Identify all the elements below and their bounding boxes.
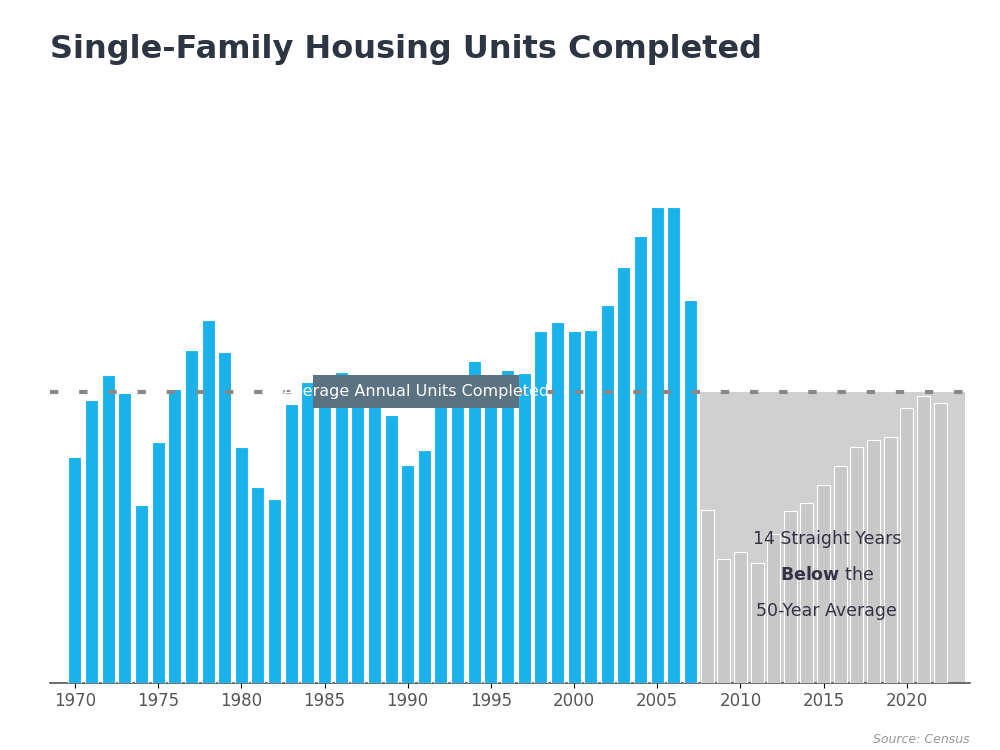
Bar [834, 466, 847, 682]
Bar [917, 396, 930, 682]
Bar [568, 331, 581, 682]
Bar [335, 372, 348, 682]
Bar [351, 399, 364, 682]
Bar [501, 370, 514, 682]
Bar [900, 408, 913, 682]
Bar [268, 499, 281, 682]
Text: Average Annual Units Completed: Average Annual Units Completed [283, 384, 549, 399]
Bar [717, 560, 730, 682]
Bar [118, 393, 131, 682]
Bar [185, 350, 198, 682]
Bar [235, 446, 248, 682]
Bar [751, 563, 764, 682]
Bar [850, 448, 863, 682]
Text: Single-Family Housing Units Completed: Single-Family Housing Units Completed [50, 34, 762, 64]
Bar [767, 534, 780, 682]
Bar [68, 458, 81, 682]
Bar [617, 268, 630, 682]
Bar [451, 394, 464, 682]
Bar [884, 436, 897, 682]
Bar [434, 398, 447, 682]
Bar [701, 510, 714, 682]
Bar [301, 382, 314, 682]
Bar [518, 374, 531, 682]
Text: $\bf{Below}$ the: $\bf{Below}$ the [780, 566, 874, 584]
Bar [634, 236, 647, 682]
FancyBboxPatch shape [313, 375, 519, 408]
Bar [152, 442, 165, 682]
Bar [368, 385, 381, 682]
Bar [817, 484, 830, 682]
Bar [667, 207, 680, 682]
Bar [800, 503, 813, 682]
Text: 50-Year Average: 50-Year Average [756, 602, 897, 619]
Bar [584, 330, 597, 682]
Bar [418, 450, 431, 682]
Bar [784, 512, 797, 682]
Bar [218, 352, 231, 682]
Bar [734, 552, 747, 682]
Bar [135, 506, 148, 682]
Bar [534, 331, 547, 682]
Bar [934, 403, 947, 682]
Bar [468, 362, 481, 682]
Bar [202, 320, 215, 682]
Bar [551, 322, 564, 682]
Text: 14 Straight Years: 14 Straight Years [753, 530, 901, 548]
Bar [285, 404, 298, 682]
Bar [651, 207, 664, 682]
Bar [168, 389, 181, 682]
Bar [601, 305, 614, 683]
Bar [102, 375, 115, 682]
FancyBboxPatch shape [700, 392, 965, 682]
Bar [385, 416, 398, 682]
Bar [85, 400, 98, 682]
Bar [867, 440, 880, 682]
Bar [401, 465, 414, 682]
Text: Source: Census: Source: Census [873, 734, 970, 746]
Bar [251, 488, 264, 682]
Bar [318, 386, 331, 682]
Bar [684, 300, 697, 682]
Bar [484, 385, 497, 682]
